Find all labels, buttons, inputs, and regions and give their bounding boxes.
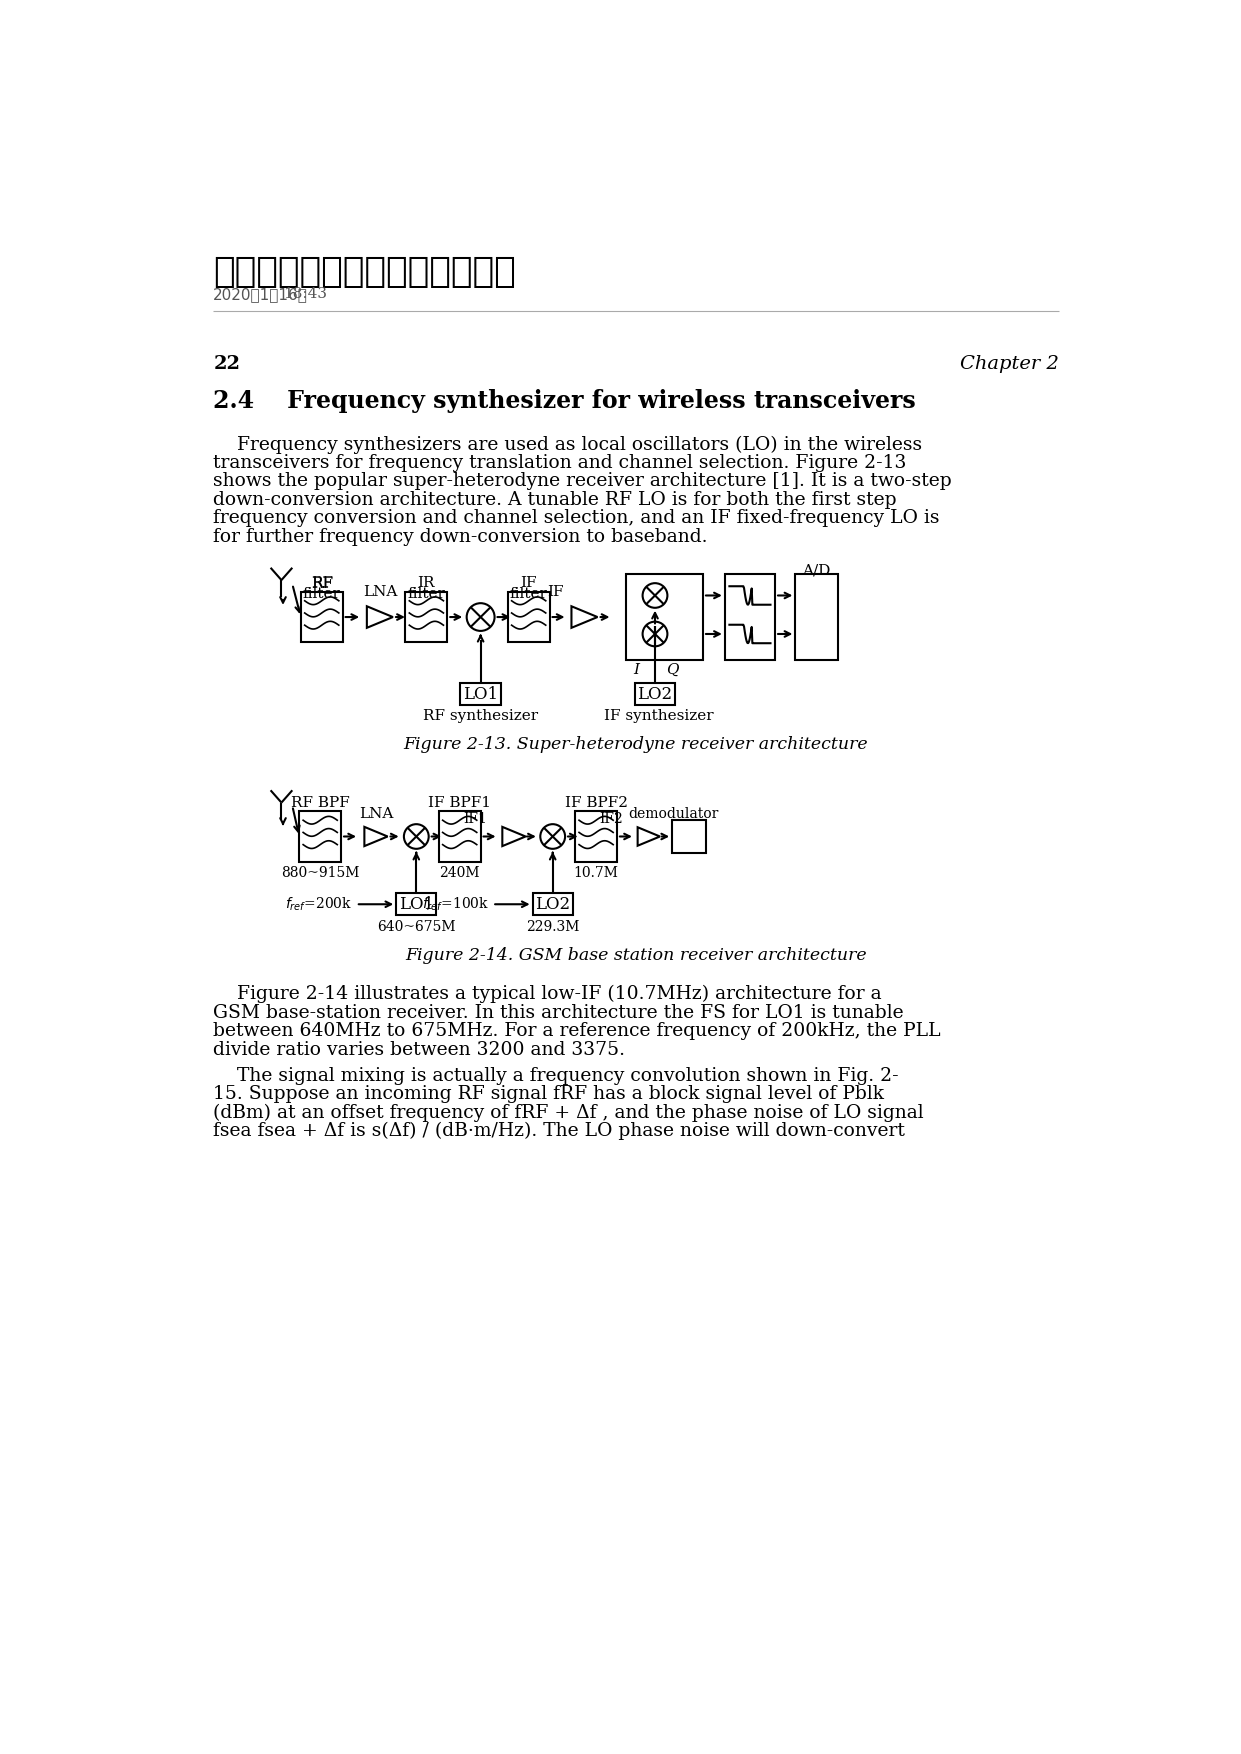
- Text: 229.3M: 229.3M: [526, 919, 580, 933]
- Text: between 640MHz to 675MHz. For a reference frequency of 200kHz, the PLL: between 640MHz to 675MHz. For a referenc…: [213, 1023, 941, 1040]
- Bar: [300, 591, 343, 642]
- Polygon shape: [638, 828, 660, 845]
- Polygon shape: [367, 607, 393, 628]
- Text: shows the popular super-heterodyne receiver architecture [1]. It is a two-step: shows the popular super-heterodyne recei…: [213, 472, 952, 491]
- Text: down-conversion architecture. A tunable RF LO is for both the first step: down-conversion architecture. A tunable …: [213, 491, 897, 509]
- Text: Figure 2-14 illustrates a typical low-IF (10.7MHz) architecture for a: Figure 2-14 illustrates a typical low-IF…: [213, 986, 882, 1003]
- Bar: [635, 684, 675, 705]
- Bar: [725, 574, 776, 660]
- Text: A/D: A/D: [803, 563, 830, 577]
- Text: IF2: IF2: [599, 812, 623, 826]
- Text: I: I: [633, 663, 639, 677]
- Text: filter: filter: [510, 588, 547, 602]
- Text: 2.4    Frequency synthesizer for wireless transceivers: 2.4 Frequency synthesizer for wireless t…: [213, 389, 916, 414]
- Text: IF BPF1: IF BPF1: [428, 796, 491, 810]
- Text: filter: filter: [407, 588, 446, 602]
- Text: 18:43: 18:43: [283, 288, 326, 302]
- Text: for further frequency down-conversion to baseband.: for further frequency down-conversion to…: [213, 528, 707, 545]
- Bar: [460, 684, 501, 705]
- Bar: [439, 810, 480, 861]
- Text: RF BPF: RF BPF: [290, 796, 350, 810]
- Text: demodulator: demodulator: [629, 807, 719, 821]
- Bar: [575, 810, 617, 861]
- Text: RF: RF: [310, 577, 333, 591]
- Bar: [625, 574, 704, 660]
- Text: 10.7M: 10.7M: [573, 866, 618, 881]
- Circle shape: [540, 824, 565, 849]
- Text: IF: IF: [547, 584, 563, 598]
- Text: transceivers for frequency translation and channel selection. Figure 2-13: transceivers for frequency translation a…: [213, 454, 907, 472]
- Text: $f_{ref}$=100k: $f_{ref}$=100k: [422, 896, 489, 912]
- Text: 15. Suppose an incoming RF signal fRF has a block signal level of Pblk: 15. Suppose an incoming RF signal fRF ha…: [213, 1086, 885, 1103]
- Circle shape: [403, 824, 428, 849]
- Bar: [673, 819, 706, 854]
- Text: (dBm) at an offset frequency of fRF + Δf , and the phase noise of LO signal: (dBm) at an offset frequency of fRF + Δf…: [213, 1103, 923, 1123]
- Text: fsea fsea + Δf is s(Δf) / (dB·m/Hz). The LO phase noise will down-convert: fsea fsea + Δf is s(Δf) / (dB·m/Hz). The…: [213, 1123, 905, 1140]
- Polygon shape: [571, 607, 597, 628]
- Text: RF: RF: [310, 577, 333, 591]
- Text: 22: 22: [213, 356, 241, 374]
- Text: Figure 2-13. Super-heterodyne receiver architecture: Figure 2-13. Super-heterodyne receiver a…: [403, 737, 869, 754]
- Text: LO2: LO2: [535, 896, 571, 912]
- Circle shape: [643, 621, 668, 645]
- Text: $f_{ref}$=200k: $f_{ref}$=200k: [285, 896, 352, 912]
- Text: 880~915M: 880~915M: [280, 866, 360, 881]
- Text: Q: Q: [666, 663, 679, 677]
- Text: Figure 2-14. GSM base station receiver architecture: Figure 2-14. GSM base station receiver a…: [406, 947, 866, 963]
- Text: frequency conversion and channel selection, and an IF fixed-frequency LO is: frequency conversion and channel selecti…: [213, 509, 939, 528]
- Circle shape: [467, 603, 495, 631]
- Text: The signal mixing is actually a frequency convolution shown in Fig. 2-: The signal mixing is actually a frequenc…: [213, 1066, 898, 1084]
- Bar: [508, 591, 550, 642]
- Text: LO1: LO1: [398, 896, 434, 912]
- Text: RF synthesizer: RF synthesizer: [423, 709, 539, 723]
- Bar: [795, 574, 838, 660]
- Bar: [406, 591, 447, 642]
- Text: divide ratio varies between 3200 and 3375.: divide ratio varies between 3200 and 337…: [213, 1040, 625, 1059]
- Text: filter: filter: [303, 588, 341, 602]
- Polygon shape: [365, 826, 387, 845]
- Text: IR: IR: [418, 577, 436, 591]
- Text: Chapter 2: Chapter 2: [959, 356, 1059, 374]
- Text: IF BPF2: IF BPF2: [565, 796, 628, 810]
- Text: LNA: LNA: [362, 584, 397, 598]
- Text: Frequency synthesizers are used as local oscillators (LO) in the wireless: Frequency synthesizers are used as local…: [213, 435, 922, 454]
- Bar: [299, 810, 341, 861]
- Text: IF1: IF1: [463, 812, 488, 826]
- Bar: [396, 893, 437, 916]
- Text: IF: IF: [520, 577, 537, 591]
- Text: 2020年1月16日: 2020年1月16日: [213, 288, 308, 302]
- Bar: [532, 893, 573, 916]
- Text: 240M: 240M: [439, 866, 480, 881]
- Text: LNA: LNA: [359, 807, 393, 821]
- Text: LO1: LO1: [463, 686, 498, 703]
- Text: 相位噪声与通信协议、链路预算: 相位噪声与通信协议、链路预算: [213, 254, 516, 289]
- Text: LO2: LO2: [638, 686, 673, 703]
- Text: IF synthesizer: IF synthesizer: [604, 709, 714, 723]
- Polygon shape: [503, 826, 526, 845]
- Text: 640~675M: 640~675M: [377, 919, 455, 933]
- Text: GSM base-station receiver. In this architecture the FS for LO1 is tunable: GSM base-station receiver. In this archi…: [213, 1003, 903, 1021]
- Circle shape: [643, 582, 668, 609]
